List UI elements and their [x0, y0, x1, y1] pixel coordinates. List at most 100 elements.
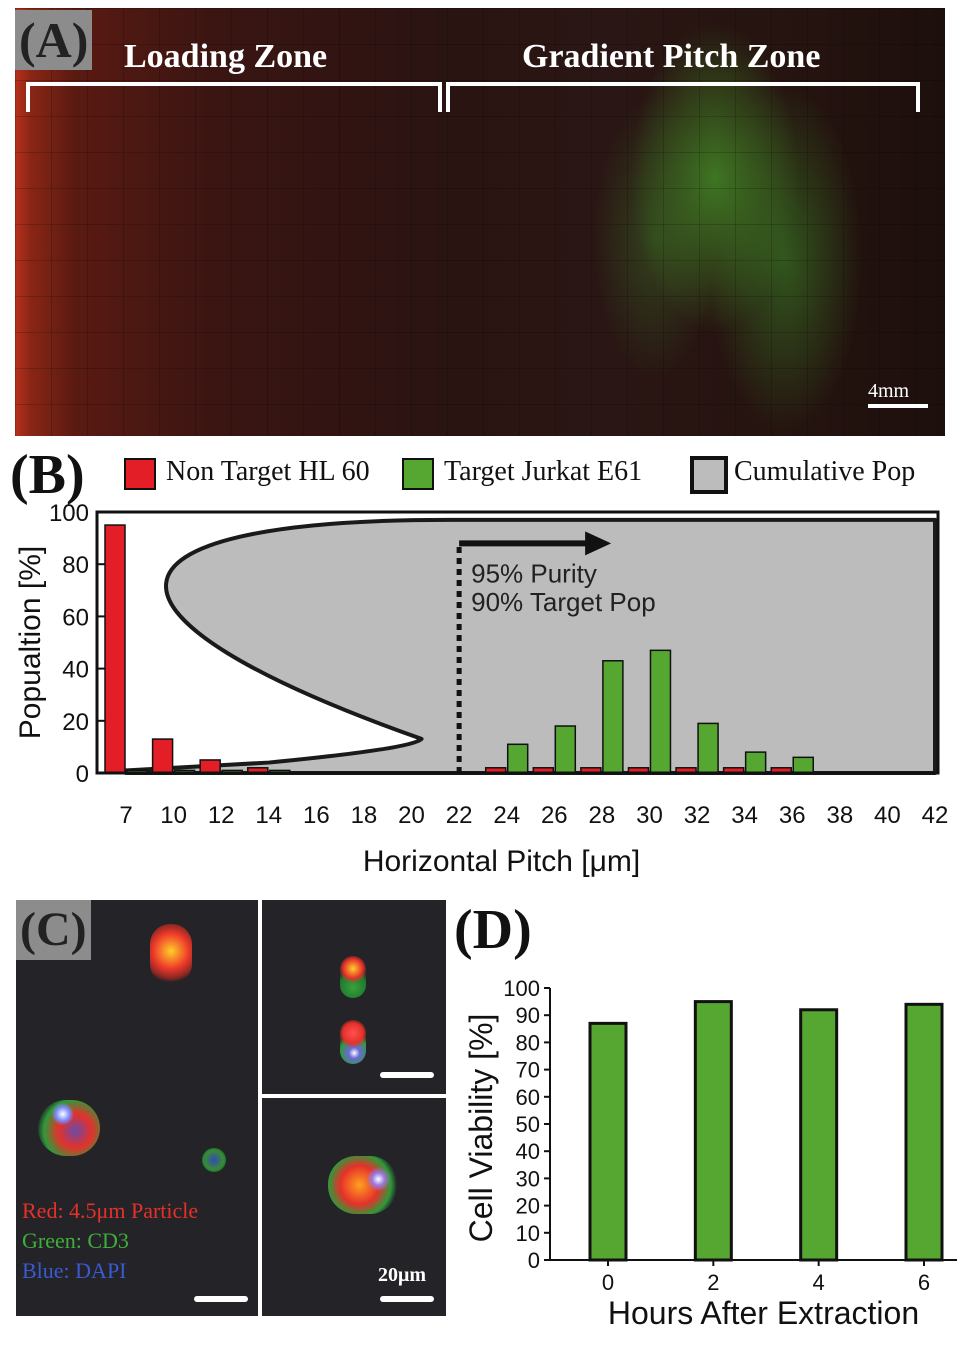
x-tick-label-16: 16: [303, 802, 330, 829]
x-tick-label-14: 14: [255, 802, 282, 829]
x-tick-label-7: 7: [119, 802, 132, 829]
bar-target-26: [554, 725, 577, 774]
y-tick-label-60: 60: [62, 604, 89, 631]
cell-cluster-2: [38, 1100, 100, 1156]
legend-label-target: Target Jurkat E61: [444, 456, 643, 487]
annotation-purity: 95% Purity: [471, 558, 597, 588]
micrograph-top-right: [262, 900, 446, 1094]
legend-swatch-non-target: [124, 458, 156, 490]
d-y-axis-label: Cell Viability [%]: [463, 1014, 499, 1243]
x-tick-label-40: 40: [874, 802, 901, 829]
d-y-tick-label-0: 0: [528, 1248, 540, 1273]
panel-a-scale-bar: [868, 404, 928, 408]
panel-c-scale-bar-main: [194, 1296, 248, 1302]
bar-target-32: [697, 722, 719, 774]
x-tick-label-30: 30: [636, 802, 663, 829]
x-tick-label-20: 20: [398, 802, 425, 829]
bar-non-target-12: [199, 759, 221, 774]
x-tick-label-38: 38: [826, 802, 853, 829]
x-tick-label-12: 12: [208, 802, 235, 829]
panel-c-scale-label: 20μm: [378, 1264, 426, 1286]
x-tick-label-22: 22: [446, 802, 473, 829]
d-y-tick-label-100: 100: [503, 976, 540, 1001]
cumulative-pop-area: [124, 517, 937, 775]
viability-bar-6: [904, 1002, 944, 1262]
gradient-zone-label: Gradient Pitch Zone: [522, 38, 821, 75]
x-axis-label: Horizontal Pitch [μm]: [363, 845, 640, 878]
x-tick-label-18: 18: [351, 802, 378, 829]
bar-non-target-10: [151, 738, 174, 774]
x-tick-label-10: 10: [160, 802, 187, 829]
population-chart: 0 20 40 60 80 100 7 10 12 14 16 18 20 22 24 26 28 30 32 34 3…: [14, 500, 949, 878]
threshold-arrowhead: [585, 531, 612, 556]
d-y-tick-label-70: 70: [516, 1058, 540, 1083]
d-y-tick-label-80: 80: [516, 1030, 540, 1055]
panel-c-scale-bar-bottom: [380, 1296, 434, 1302]
d-y-tick-label-40: 40: [516, 1139, 540, 1164]
d-x-tick-label-2: 2: [707, 1270, 719, 1295]
d-y-tick-label-30: 30: [516, 1166, 540, 1191]
legend-blue-dapi: Blue: DAPI: [22, 1258, 127, 1283]
y-tick-label-0: 0: [76, 761, 89, 788]
d-x-tick-label-0: 0: [602, 1270, 614, 1295]
panel-d-letter: (D): [454, 899, 532, 961]
legend-label-cumulative: Cumulative Pop: [734, 456, 916, 487]
viability-bar-2: [693, 1000, 733, 1262]
x-tick-label-36: 36: [779, 802, 806, 829]
x-tick-label-42: 42: [922, 802, 949, 829]
d-x-axis-label: Hours After Extraction: [608, 1295, 919, 1331]
bar-target-36: [792, 756, 814, 774]
legend-red-particle: Red: 4.5μm Particle: [22, 1198, 199, 1223]
loading-zone-label: Loading Zone: [124, 38, 328, 75]
cell-pair-2: [340, 1020, 366, 1064]
y-tick-label-80: 80: [62, 552, 89, 579]
d-x-tick-label-4: 4: [813, 1270, 825, 1295]
panel-a-scale-label: 4mm: [868, 380, 910, 402]
x-tick-label-32: 32: [684, 802, 711, 829]
cell-pair-1: [340, 956, 366, 998]
y-tick-label-100: 100: [49, 500, 89, 527]
plot-frame: [95, 510, 940, 775]
chip-grid-texture: [15, 8, 945, 436]
cell-cluster-1: [150, 924, 192, 984]
panel-a-letter: (A): [15, 10, 93, 70]
y-axis-label: Popualtion [%]: [14, 546, 47, 739]
d-y-tick-label-50: 50: [516, 1112, 540, 1137]
d-y-tick-label-20: 20: [516, 1194, 540, 1219]
d-x-tick-label-6: 6: [918, 1270, 930, 1295]
bar-target-24: [506, 743, 529, 774]
x-tick-label-34: 34: [731, 802, 758, 829]
viability-bar-0: [588, 1021, 628, 1262]
cell-cluster-3: [328, 1156, 398, 1214]
cell-single: [202, 1148, 226, 1172]
legend-swatch-cumulative: [690, 456, 728, 494]
x-tick-label-28: 28: [589, 802, 616, 829]
legend-green-cd3: Green: CD3: [22, 1228, 129, 1253]
bar-target-34: [744, 751, 767, 774]
legend-swatch-target: [402, 458, 434, 490]
panel-b-letter: (B): [10, 444, 85, 506]
panel-c-letter: (C): [16, 900, 91, 960]
bar-target-28: [602, 660, 624, 774]
micrograph-main: Red: 4.5μm Particle Green: CD3 Blue: DAP…: [16, 900, 258, 1316]
d-y-tick-label-60: 60: [516, 1085, 540, 1110]
bar-non-target-7: [104, 524, 126, 774]
loading-zone-bracket: [26, 82, 442, 86]
d-y-tick-label-10: 10: [516, 1221, 540, 1246]
bar-target-30: [649, 649, 672, 774]
y-tick-label-40: 40: [62, 657, 89, 684]
gradient-zone-bracket-right: [916, 82, 920, 112]
annotation-target-pop: 90% Target Pop: [471, 587, 656, 617]
gradient-zone-bracket: [446, 82, 920, 86]
micrograph-bottom-right: 20μm: [262, 1098, 446, 1316]
microscope-image-panel-a: [15, 8, 945, 436]
x-tick-label-24: 24: [493, 802, 520, 829]
panel-c-scale-bar-top: [380, 1072, 434, 1078]
gradient-zone-bracket-left: [446, 82, 450, 112]
loading-zone-bracket-right: [438, 82, 442, 112]
loading-zone-bracket-left: [26, 82, 30, 112]
y-tick-label-20: 20: [62, 709, 89, 736]
d-y-tick-label-90: 90: [516, 1003, 540, 1028]
legend-label-non-target: Non Target HL 60: [166, 456, 370, 487]
